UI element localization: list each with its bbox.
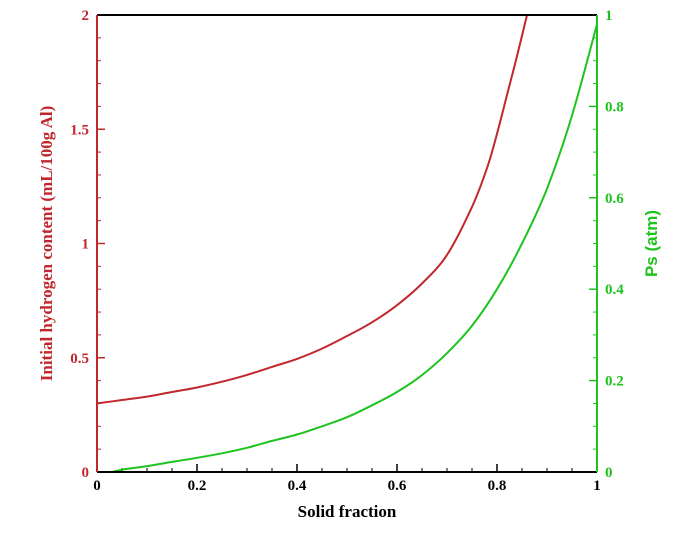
y-left-tick-label: 0 — [82, 465, 90, 481]
y-right-tick-label: 0.6 — [605, 191, 624, 207]
series-line-ps — [111, 23, 598, 473]
x-tick-label: 0 — [93, 478, 101, 494]
y-right-tick-label: 0 — [605, 465, 613, 481]
x-tick-label: 0.6 — [388, 478, 407, 494]
y-right-axis-title: Ps (atm) — [642, 210, 661, 277]
x-axis-title: Solid fraction — [298, 502, 397, 521]
y-right-tick-label: 0.8 — [605, 99, 624, 115]
y-left-tick-label: 1 — [82, 237, 90, 253]
y-left-tick-label: 1.5 — [70, 122, 89, 138]
x-tick-label: 0.8 — [488, 478, 507, 494]
series — [96, 14, 598, 473]
y-right-tick-label: 0.2 — [605, 374, 624, 390]
y-right-tick-label: 0.4 — [605, 282, 624, 298]
x-tick-label: 0.4 — [288, 478, 307, 494]
x-tick-label: 0.2 — [188, 478, 207, 494]
y-left-tick-label: 0.5 — [70, 351, 89, 367]
x-tick-label: 1 — [593, 478, 601, 494]
y-left-tick-label: 2 — [82, 8, 90, 24]
axes — [96, 14, 598, 473]
y-left-axis-title: Initial hydrogen content (mL/100g Al) — [37, 106, 56, 381]
y-right-tick-label: 1 — [605, 8, 613, 24]
series-line-hydrogen — [96, 14, 528, 405]
